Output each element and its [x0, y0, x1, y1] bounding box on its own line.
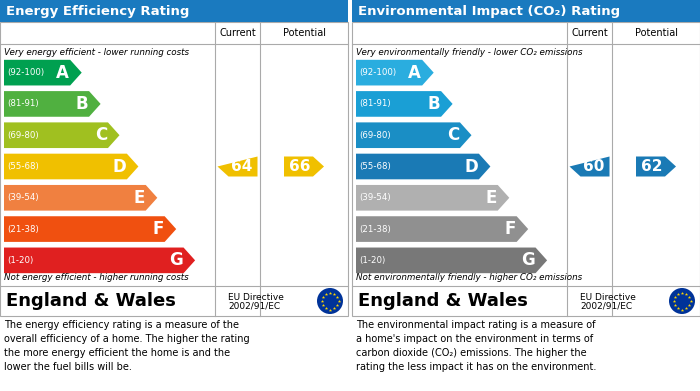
Polygon shape [4, 248, 195, 273]
Text: (69-80): (69-80) [359, 131, 391, 140]
Text: 2002/91/EC: 2002/91/EC [228, 301, 280, 310]
Text: (81-91): (81-91) [7, 99, 38, 108]
Text: C: C [94, 126, 107, 144]
Text: The environmental impact rating is a measure of: The environmental impact rating is a mea… [356, 320, 596, 330]
Text: B: B [428, 95, 440, 113]
Text: (81-91): (81-91) [359, 99, 391, 108]
Text: England & Wales: England & Wales [358, 292, 528, 310]
Text: England & Wales: England & Wales [6, 292, 176, 310]
Text: D: D [464, 158, 478, 176]
Text: Very environmentally friendly - lower CO₂ emissions: Very environmentally friendly - lower CO… [356, 48, 582, 57]
Text: the more energy efficient the home is and the: the more energy efficient the home is an… [4, 348, 230, 358]
Text: Very energy efficient - lower running costs: Very energy efficient - lower running co… [4, 48, 189, 57]
Text: F: F [504, 220, 516, 238]
FancyBboxPatch shape [352, 0, 700, 22]
Text: EU Directive: EU Directive [580, 292, 636, 301]
Text: overall efficiency of a home. The higher the rating: overall efficiency of a home. The higher… [4, 334, 250, 344]
Text: The energy efficiency rating is a measure of the: The energy efficiency rating is a measur… [4, 320, 239, 330]
Polygon shape [4, 185, 158, 211]
Polygon shape [356, 91, 453, 117]
Text: (55-68): (55-68) [359, 162, 391, 171]
Text: 64: 64 [231, 159, 252, 174]
Text: (92-100): (92-100) [7, 68, 44, 77]
FancyBboxPatch shape [352, 22, 700, 316]
Polygon shape [218, 156, 258, 176]
Polygon shape [4, 91, 101, 117]
Text: F: F [153, 220, 164, 238]
Text: Current: Current [571, 28, 608, 38]
FancyBboxPatch shape [0, 0, 348, 22]
Text: D: D [112, 158, 126, 176]
Circle shape [317, 288, 343, 314]
Text: carbon dioxide (CO₂) emissions. The higher the: carbon dioxide (CO₂) emissions. The high… [356, 348, 587, 358]
Text: (92-100): (92-100) [359, 68, 396, 77]
Text: lower the fuel bills will be.: lower the fuel bills will be. [4, 362, 132, 372]
Text: (1-20): (1-20) [359, 256, 385, 265]
Text: a home's impact on the environment in terms of: a home's impact on the environment in te… [356, 334, 593, 344]
Text: 2002/91/EC: 2002/91/EC [580, 301, 632, 310]
Text: (39-54): (39-54) [7, 193, 38, 202]
Text: G: G [169, 251, 183, 269]
Text: (55-68): (55-68) [7, 162, 38, 171]
Text: Potential: Potential [634, 28, 678, 38]
Polygon shape [636, 156, 676, 176]
FancyBboxPatch shape [0, 22, 348, 316]
Polygon shape [4, 154, 139, 179]
Circle shape [669, 288, 695, 314]
Polygon shape [356, 154, 491, 179]
Text: A: A [56, 64, 69, 82]
Polygon shape [4, 216, 176, 242]
Text: E: E [485, 189, 497, 207]
Text: rating the less impact it has on the environment.: rating the less impact it has on the env… [356, 362, 596, 372]
Text: Not energy efficient - higher running costs: Not energy efficient - higher running co… [4, 273, 188, 282]
Polygon shape [284, 156, 324, 176]
Text: Energy Efficiency Rating: Energy Efficiency Rating [6, 5, 190, 18]
Polygon shape [4, 122, 120, 148]
Text: Not environmentally friendly - higher CO₂ emissions: Not environmentally friendly - higher CO… [356, 273, 582, 282]
Text: Current: Current [219, 28, 256, 38]
Polygon shape [356, 248, 547, 273]
Text: Environmental Impact (CO₂) Rating: Environmental Impact (CO₂) Rating [358, 5, 620, 18]
Text: E: E [134, 189, 145, 207]
Text: (69-80): (69-80) [7, 131, 38, 140]
Text: G: G [521, 251, 535, 269]
Text: (21-38): (21-38) [359, 224, 391, 233]
Text: B: B [76, 95, 88, 113]
Text: C: C [447, 126, 459, 144]
Text: 62: 62 [641, 159, 663, 174]
Polygon shape [356, 185, 510, 211]
Text: 66: 66 [289, 159, 311, 174]
Polygon shape [356, 216, 528, 242]
Text: 60: 60 [583, 159, 604, 174]
Text: EU Directive: EU Directive [228, 292, 284, 301]
Text: A: A [408, 64, 421, 82]
Text: (39-54): (39-54) [359, 193, 391, 202]
Text: (1-20): (1-20) [7, 256, 34, 265]
Polygon shape [4, 60, 82, 86]
Text: Potential: Potential [283, 28, 326, 38]
Text: (21-38): (21-38) [7, 224, 38, 233]
Polygon shape [570, 156, 610, 176]
Polygon shape [356, 60, 434, 86]
Polygon shape [356, 122, 472, 148]
